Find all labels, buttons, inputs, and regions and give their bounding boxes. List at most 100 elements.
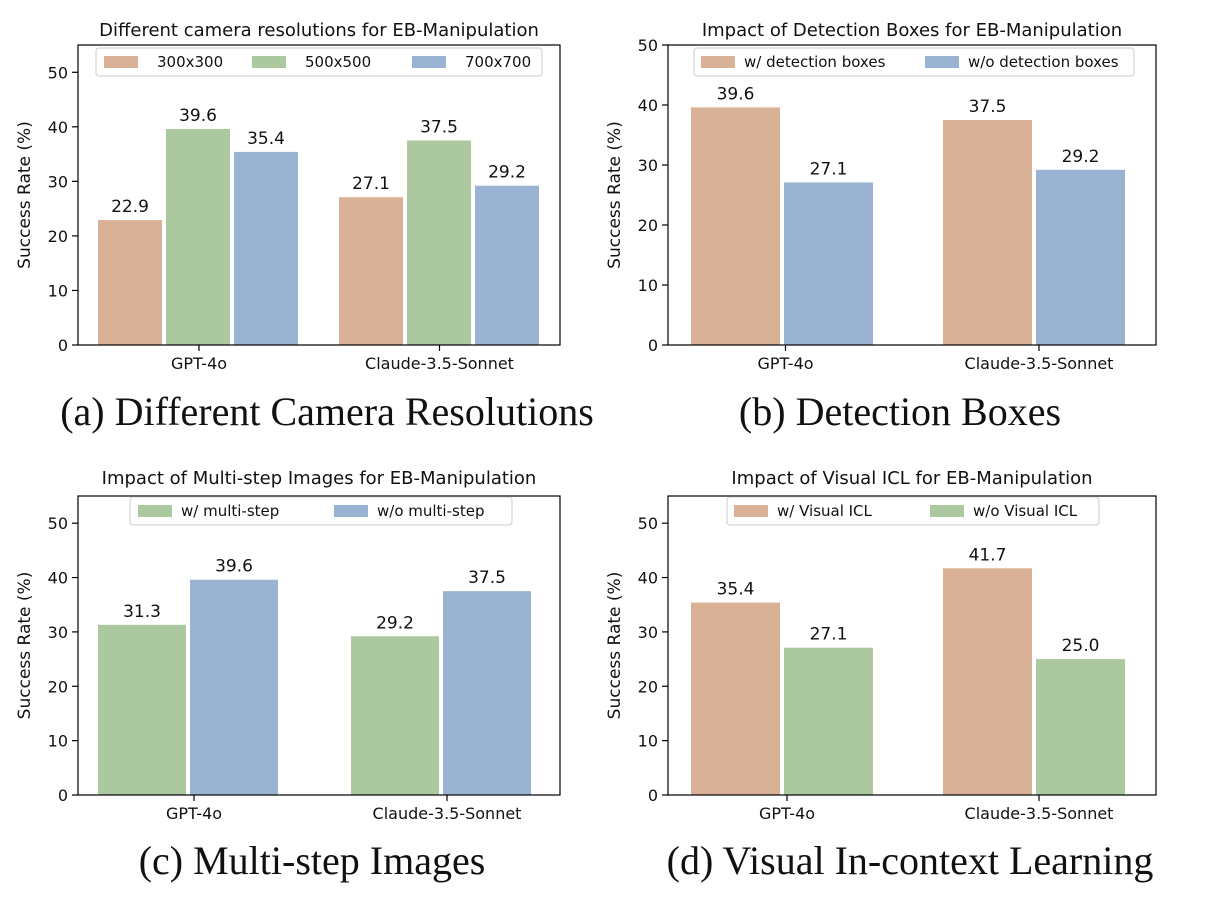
y-tick-label: 0: [58, 336, 68, 355]
y-axis-label: Success Rate (%): [605, 572, 625, 720]
panel-a: Different camera resolutions for EB-Mani…: [15, 20, 594, 434]
y-tick-label: 50: [638, 514, 658, 533]
bar-w-detection-boxes-1: [943, 120, 1032, 345]
bar-value-label: 41.7: [969, 545, 1007, 565]
panel-caption: (c) Multi-step Images: [139, 838, 486, 883]
bar-value-label: 39.6: [215, 557, 253, 577]
y-tick-label: 40: [48, 569, 68, 588]
bar-value-label: 29.2: [488, 163, 526, 183]
bar-value-label: 39.6: [179, 106, 217, 126]
plot-frame: [77, 44, 561, 346]
y-tick-label: 30: [638, 156, 658, 175]
legend-swatch: [104, 56, 138, 68]
y-tick-label: 10: [638, 732, 658, 751]
x-tick-label: GPT-4o: [171, 354, 227, 373]
bar-700x700-1: [475, 185, 539, 345]
bar-300x300-0: [98, 220, 162, 345]
legend-swatch: [334, 505, 368, 517]
panel-d: Impact of Visual ICL for EB-Manipulation…: [605, 468, 1157, 883]
bar-w-multi-step-1: [351, 636, 439, 795]
y-tick-label: 40: [48, 118, 68, 137]
y-tick-label: 30: [48, 623, 68, 642]
legend-swatch: [734, 505, 768, 517]
legend-label: w/ Visual ICL: [777, 502, 873, 520]
y-tick-label: 40: [638, 96, 658, 115]
legend-label: 300x300: [157, 53, 223, 71]
legend-label: w/o multi-step: [377, 502, 484, 520]
legend-label: w/ multi-step: [181, 502, 279, 520]
legend-box: [95, 47, 543, 77]
legend-label: 700x700: [465, 53, 531, 71]
x-tick-label: GPT-4o: [759, 804, 815, 823]
panel-c: Impact of Multi-step Images for EB-Manip…: [15, 468, 561, 883]
panel-caption: (d) Visual In-context Learning: [667, 838, 1154, 883]
bar-value-label: 37.5: [468, 568, 506, 588]
panel-caption: (a) Different Camera Resolutions: [60, 389, 594, 434]
legend-swatch: [138, 505, 172, 517]
bar-w-detection-boxes-0: [691, 107, 780, 346]
y-axis-label: Success Rate (%): [15, 572, 35, 720]
plot-frame: [667, 495, 1157, 796]
bar-value-label: 39.6: [717, 84, 755, 104]
x-tick-label: GPT-4o: [166, 804, 222, 823]
legend-label: w/ detection boxes: [744, 53, 886, 71]
y-tick-label: 10: [638, 276, 658, 295]
bar-w-o-multi-step-0: [190, 579, 278, 795]
y-tick-label: 50: [48, 63, 68, 82]
legend-label: w/o Visual ICL: [973, 502, 1078, 520]
bar-value-label: 27.1: [810, 625, 848, 645]
bar-w-o-visual-icl-1: [1036, 659, 1125, 795]
bar-value-label: 29.2: [376, 613, 414, 633]
bar-value-label: 35.4: [717, 580, 755, 600]
y-tick-label: 40: [638, 569, 658, 588]
y-tick-label: 10: [48, 732, 68, 751]
bar-value-label: 29.2: [1062, 147, 1100, 167]
legend-box: [726, 496, 1100, 526]
y-tick-label: 10: [48, 281, 68, 300]
y-tick-label: 0: [648, 786, 658, 805]
x-tick-label: GPT-4o: [757, 354, 813, 373]
y-tick-label: 30: [638, 623, 658, 642]
x-tick-label: Claude-3.5-Sonnet: [965, 804, 1114, 823]
bar-value-label: 22.9: [111, 197, 149, 217]
bar-w-visual-icl-1: [943, 568, 1032, 795]
bar-value-label: 25.0: [1062, 636, 1100, 656]
bar-value-label: 27.1: [352, 174, 390, 194]
bar-value-label: 37.5: [420, 117, 458, 137]
y-tick-label: 50: [638, 36, 658, 55]
legend-swatch: [412, 56, 446, 68]
plot-frame: [77, 495, 561, 796]
bar-w-o-detection-boxes-0: [784, 182, 873, 345]
bar-value-label: 35.4: [247, 129, 285, 149]
y-tick-label: 20: [48, 677, 68, 696]
y-tick-label: 50: [48, 514, 68, 533]
bar-value-label: 27.1: [810, 159, 848, 179]
y-axis-label: Success Rate (%): [605, 121, 625, 269]
legend-swatch: [701, 56, 735, 68]
panel-b: Impact of Detection Boxes for EB-Manipul…: [605, 20, 1157, 434]
y-tick-label: 20: [638, 216, 658, 235]
y-tick-label: 30: [48, 172, 68, 191]
y-tick-label: 20: [48, 227, 68, 246]
legend-label: 500x500: [305, 53, 371, 71]
chart-title: Different camera resolutions for EB-Mani…: [99, 20, 539, 41]
chart-title: Impact of Detection Boxes for EB-Manipul…: [702, 20, 1122, 41]
legend-box: [693, 47, 1135, 77]
legend-swatch: [252, 56, 286, 68]
bar-value-label: 31.3: [123, 602, 161, 622]
x-tick-label: Claude-3.5-Sonnet: [965, 354, 1114, 373]
bar-300x300-1: [339, 197, 403, 345]
bar-500x500-0: [166, 129, 230, 345]
x-tick-label: Claude-3.5-Sonnet: [373, 804, 522, 823]
y-tick-label: 0: [648, 336, 658, 355]
y-axis-label: Success Rate (%): [15, 121, 35, 269]
bar-w-o-detection-boxes-1: [1036, 169, 1125, 345]
bar-value-label: 37.5: [969, 97, 1007, 117]
legend-swatch: [925, 56, 959, 68]
bar-w-o-multi-step-1: [443, 591, 531, 795]
bar-w-o-visual-icl-0: [784, 647, 873, 795]
chart-title: Impact of Visual ICL for EB-Manipulation: [731, 468, 1092, 489]
legend-label: w/o detection boxes: [968, 53, 1119, 71]
bar-w-visual-icl-0: [691, 602, 780, 795]
